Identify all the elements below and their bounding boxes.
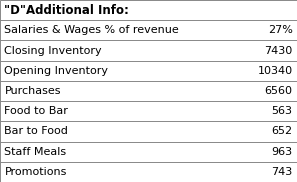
Text: Food to Bar: Food to Bar [4, 106, 68, 116]
Text: 10340: 10340 [257, 66, 293, 76]
Text: Promotions: Promotions [4, 167, 67, 177]
Text: Purchases: Purchases [4, 86, 61, 96]
Text: 7430: 7430 [264, 46, 293, 56]
Text: Opening Inventory: Opening Inventory [4, 66, 108, 76]
Text: 963: 963 [271, 147, 293, 157]
Text: 652: 652 [271, 126, 293, 136]
Text: 563: 563 [271, 106, 293, 116]
Text: 27%: 27% [268, 25, 293, 35]
Text: Staff Meals: Staff Meals [4, 147, 67, 157]
Text: 743: 743 [271, 167, 293, 177]
Text: "D"Additional Info:: "D"Additional Info: [4, 4, 129, 17]
Text: Closing Inventory: Closing Inventory [4, 46, 102, 56]
Text: 6560: 6560 [265, 86, 293, 96]
Text: Bar to Food: Bar to Food [4, 126, 68, 136]
Text: Salaries & Wages % of revenue: Salaries & Wages % of revenue [4, 25, 179, 35]
